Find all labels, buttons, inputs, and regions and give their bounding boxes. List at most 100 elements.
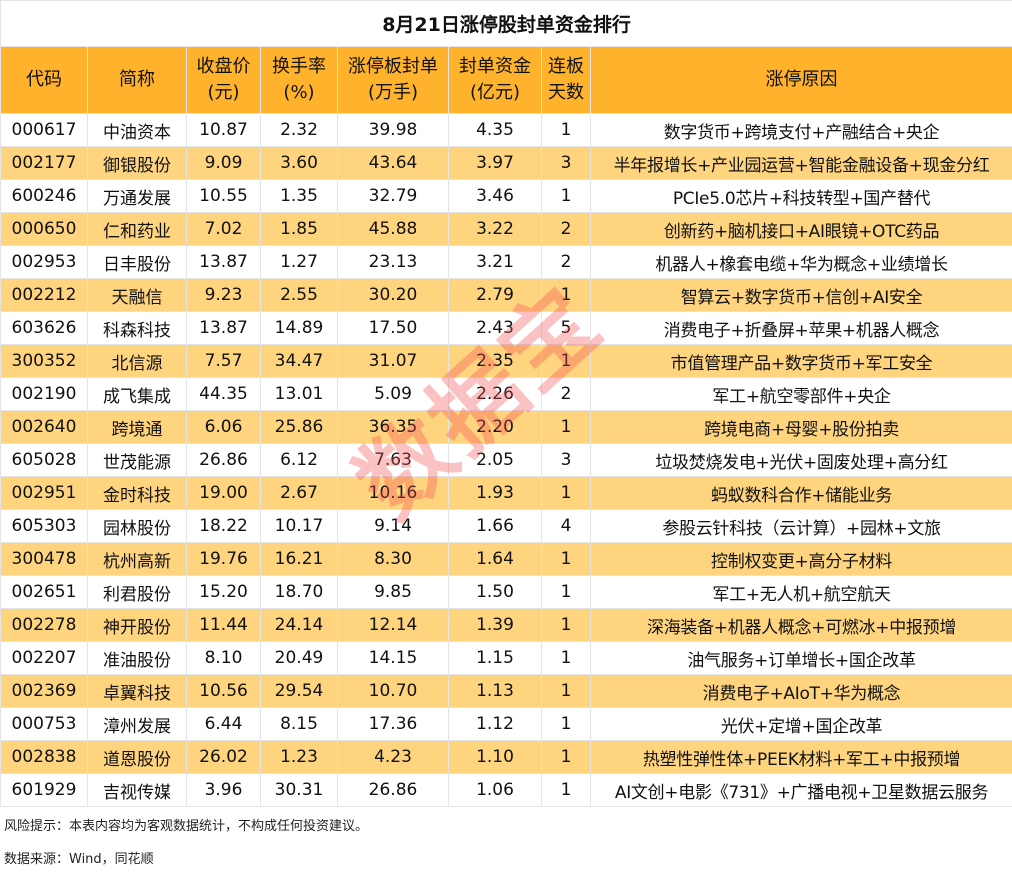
cell-streak-days: 1	[541, 773, 591, 807]
cell-streak-days: 1	[541, 740, 591, 774]
cell-streak-days: 3	[541, 146, 591, 180]
header-code: 代码	[0, 46, 88, 114]
header-streak-days: 连板 天数	[541, 46, 591, 114]
data-source: 数据来源：Wind，同花顺	[4, 852, 154, 867]
cell-seal-volume: 23.13	[337, 245, 449, 279]
table-row: 002212 天融信 9.23 2.55 30.20 2.79 1 智算云+数字货币+信创+A…	[0, 278, 1012, 312]
cell-streak-days: 3	[541, 443, 591, 477]
cell-seal-amount: 3.21	[448, 245, 542, 279]
cell-seal-amount: 1.39	[448, 608, 542, 642]
table-row: 000753 漳州发展 6.44 8.15 17.36 1.12 1 光伏+定增+国企改革	[0, 707, 1012, 741]
table-row: 600246 万通发展 10.55 1.35 32.79 3.46 1 PCIe5.0芯片+科…	[0, 179, 1012, 213]
cell-seal-volume: 17.50	[337, 311, 449, 345]
cell-seal-amount: 1.15	[448, 641, 542, 675]
header-name: 简称	[87, 46, 187, 114]
cell-close-price: 18.22	[186, 509, 261, 543]
cell-name: 北信源	[87, 344, 187, 378]
cell-close-price: 11.44	[186, 608, 261, 642]
cell-streak-days: 1	[541, 674, 591, 708]
cell-seal-amount: 3.46	[448, 179, 542, 213]
cell-code: 002651	[0, 575, 88, 609]
cell-name: 成飞集成	[87, 377, 187, 411]
cell-seal-amount: 2.35	[448, 344, 542, 378]
cell-code: 603626	[0, 311, 88, 345]
cell-streak-days: 1	[541, 344, 591, 378]
cell-turnover: 16.21	[260, 542, 338, 576]
cell-name: 园林股份	[87, 509, 187, 543]
cell-seal-amount: 1.06	[448, 773, 542, 807]
cell-code: 002953	[0, 245, 88, 279]
header-row: 代码 简称 收盘价 (元) 换手率 (%) 涨停板封单 (万手) 封单资金 (亿元) 连板 天数 涨停原…	[0, 46, 1012, 114]
cell-name: 漳州发展	[87, 707, 187, 741]
cell-code: 601929	[0, 773, 88, 807]
cell-close-price: 6.44	[186, 707, 261, 741]
cell-reason: 创新药+脑机接口+AI眼镜+OTC药品	[589, 212, 1012, 246]
cell-reason: 消费电子+折叠屏+苹果+机器人概念	[589, 311, 1012, 345]
header-close-price: 收盘价 (元)	[186, 46, 261, 114]
cell-streak-days: 1	[541, 113, 591, 147]
risk-disclaimer: 风险提示：本表内容均为客观数据统计，不构成任何投资建议。	[4, 819, 369, 834]
cell-seal-volume: 10.16	[337, 476, 449, 510]
cell-close-price: 13.87	[186, 311, 261, 345]
cell-seal-volume: 7.63	[337, 443, 449, 477]
cell-seal-amount: 1.12	[448, 707, 542, 741]
cell-name: 世茂能源	[87, 443, 187, 477]
cell-reason: 热塑性弹性体+PEEK材料+军工+中报预增	[589, 740, 1012, 774]
cell-streak-days: 2	[541, 212, 591, 246]
cell-code: 000753	[0, 707, 88, 741]
cell-name: 卓翼科技	[87, 674, 187, 708]
table-row: 002369 卓翼科技 10.56 29.54 10.70 1.13 1 消费电子+AIoT+…	[0, 674, 1012, 708]
cell-name: 万通发展	[87, 179, 187, 213]
cell-turnover: 14.89	[260, 311, 338, 345]
cell-streak-days: 1	[541, 179, 591, 213]
cell-name: 杭州高新	[87, 542, 187, 576]
cell-streak-days: 1	[541, 542, 591, 576]
cell-streak-days: 5	[541, 311, 591, 345]
cell-name: 道恩股份	[87, 740, 187, 774]
cell-name: 金时科技	[87, 476, 187, 510]
cell-name: 御银股份	[87, 146, 187, 180]
cell-close-price: 19.00	[186, 476, 261, 510]
cell-name: 准油股份	[87, 641, 187, 675]
cell-reason: 蚂蚁数科合作+储能业务	[589, 476, 1012, 510]
cell-seal-volume: 9.85	[337, 575, 449, 609]
cell-seal-volume: 10.70	[337, 674, 449, 708]
cell-streak-days: 1	[541, 575, 591, 609]
cell-seal-amount: 3.22	[448, 212, 542, 246]
header-seal-volume: 涨停板封单 (万手)	[337, 46, 449, 114]
cell-code: 002838	[0, 740, 88, 774]
cell-seal-volume: 17.36	[337, 707, 449, 741]
cell-seal-amount: 4.35	[448, 113, 542, 147]
cell-code: 605303	[0, 509, 88, 543]
header-seal-amount: 封单资金 (亿元)	[448, 46, 542, 114]
cell-turnover: 29.54	[260, 674, 338, 708]
cell-turnover: 8.15	[260, 707, 338, 741]
cell-code: 002369	[0, 674, 88, 708]
cell-reason: AI文创+电影《731》+广播电视+卫星数据云服务	[589, 773, 1012, 807]
cell-turnover: 1.85	[260, 212, 338, 246]
cell-reason: 控制权变更+高分子材料	[589, 542, 1012, 576]
table-row: 002190 成飞集成 44.35 13.01 5.09 2.26 2 军工+航空零部件+央企	[0, 377, 1012, 411]
cell-reason: 光伏+定增+国企改革	[589, 707, 1012, 741]
cell-name: 中油资本	[87, 113, 187, 147]
cell-reason: 消费电子+AIoT+华为概念	[589, 674, 1012, 708]
cell-reason: 市值管理产品+数字货币+军工安全	[589, 344, 1012, 378]
cell-seal-volume: 32.79	[337, 179, 449, 213]
cell-code: 600246	[0, 179, 88, 213]
cell-code: 002212	[0, 278, 88, 312]
cell-close-price: 26.02	[186, 740, 261, 774]
cell-code: 000650	[0, 212, 88, 246]
cell-code: 002278	[0, 608, 88, 642]
table-row: 601929 吉视传媒 3.96 30.31 26.86 1.06 1 AI文创+电影《731…	[0, 773, 1012, 807]
cell-turnover: 2.67	[260, 476, 338, 510]
cell-seal-volume: 12.14	[337, 608, 449, 642]
table-row: 002838 道恩股份 26.02 1.23 4.23 1.10 1 热塑性弹性体+PEEK材…	[0, 740, 1012, 774]
cell-close-price: 8.10	[186, 641, 261, 675]
cell-turnover: 1.23	[260, 740, 338, 774]
cell-seal-volume: 4.23	[337, 740, 449, 774]
cell-seal-amount: 2.20	[448, 410, 542, 444]
cell-seal-amount: 2.43	[448, 311, 542, 345]
cell-close-price: 7.57	[186, 344, 261, 378]
cell-seal-amount: 1.93	[448, 476, 542, 510]
cell-streak-days: 1	[541, 608, 591, 642]
